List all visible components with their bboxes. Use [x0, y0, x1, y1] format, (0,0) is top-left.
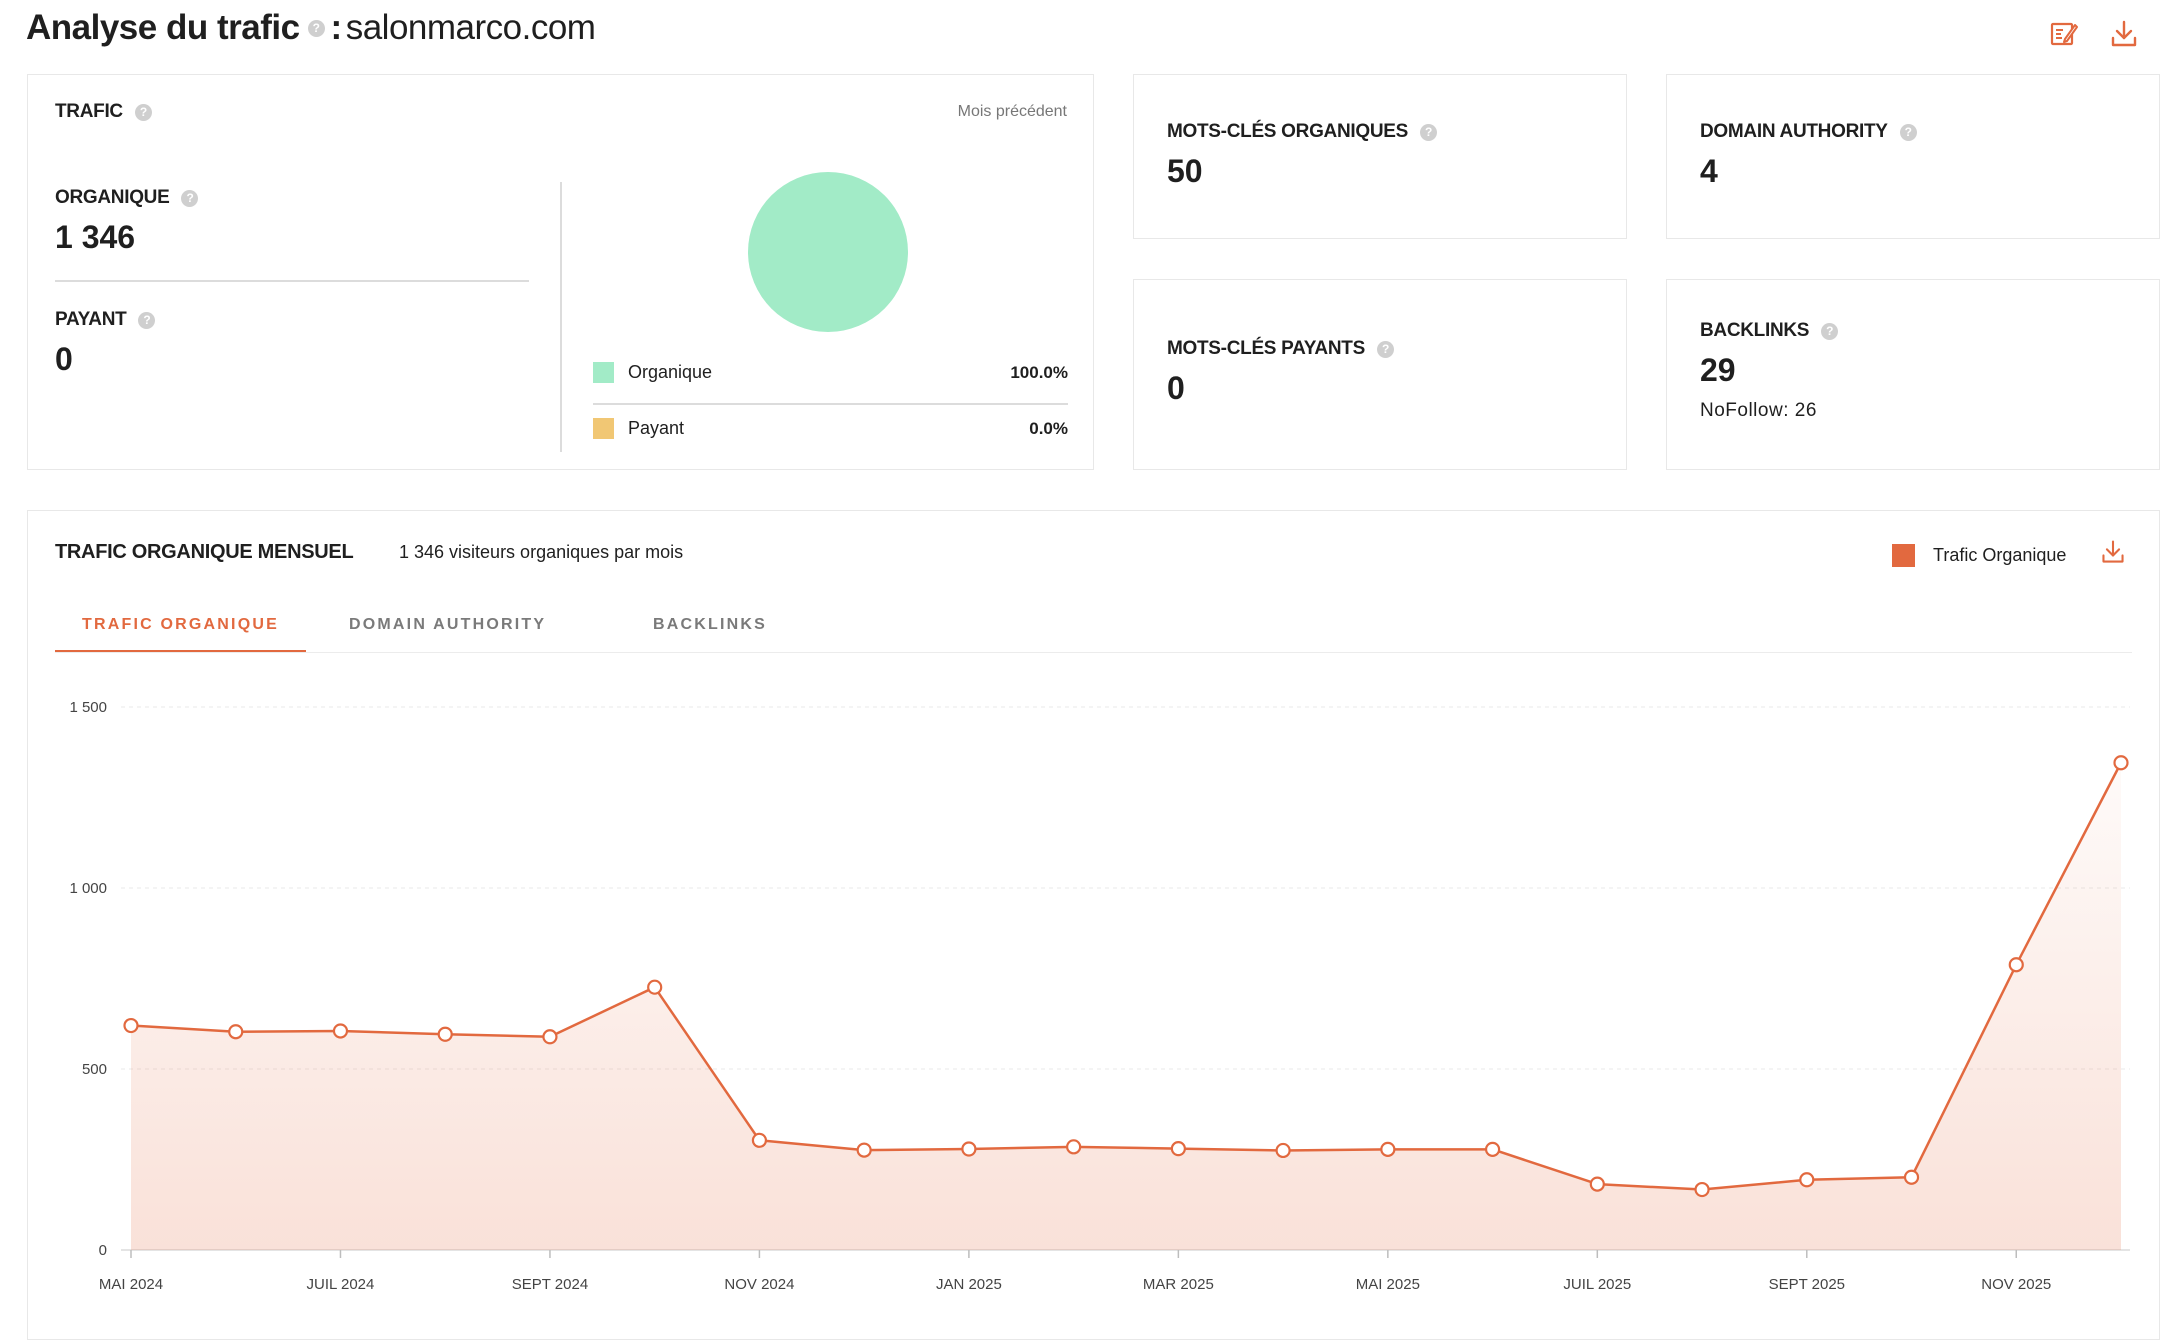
data-point: [228, 1024, 244, 1040]
page-title: Analyse du trafic ? : salonmarco.com: [26, 8, 596, 48]
backlinks-card: BACKLINKS? 29 NoFollow: 26: [1666, 279, 2160, 470]
y-tick-label: 1 500: [69, 699, 107, 716]
x-tick-label: MAI 2024: [99, 1276, 163, 1293]
download-icon: [2111, 20, 2137, 47]
tab-backlinks[interactable]: BACKLINKS: [653, 616, 768, 633]
monthly-traffic-subtitle: 1 346 visiteurs organiques par mois: [399, 542, 684, 562]
data-point: [437, 1026, 453, 1042]
download-icon: [2102, 540, 2124, 563]
data-point: [1275, 1142, 1291, 1159]
monthly-traffic-title: TRAFIC ORGANIQUE MENSUEL: [55, 541, 354, 563]
domain-authority-card: DOMAIN AUTHORITY? 4: [1666, 74, 2160, 239]
legend-divider: [593, 403, 1068, 405]
edit-report-button[interactable]: [2046, 16, 2082, 52]
data-point: [1589, 1176, 1605, 1192]
data-point: [647, 979, 663, 995]
legend-paid: Payant 0.0%: [593, 418, 1068, 439]
help-icon[interactable]: ?: [1899, 123, 1917, 141]
data-point: [123, 1017, 139, 1034]
traffic-pie-chart: [748, 172, 908, 332]
legend-organic-pct: 100.0%: [1010, 362, 1068, 382]
backlinks-value: 29: [1700, 352, 1736, 388]
data-point: [332, 1023, 349, 1039]
data-point: [1903, 1169, 1920, 1185]
organic-keywords-value: 50: [1167, 153, 1203, 189]
domain-name: salonmarco.com: [345, 8, 596, 47]
data-point: [1066, 1139, 1082, 1155]
page-title-text: Analyse du trafic: [26, 8, 300, 47]
pie-slice-organique: [748, 172, 908, 332]
paid-swatch: [593, 418, 614, 439]
paid-label: PAYANT?: [55, 309, 156, 331]
nofollow-count: NoFollow: 26: [1700, 400, 1817, 421]
legend-organic-name: Organique: [628, 362, 713, 382]
help-icon[interactable]: ?: [138, 311, 156, 329]
chart-legend-label: Trafic Organique: [1933, 545, 2067, 565]
help-icon[interactable]: ?: [307, 19, 325, 37]
tab-organic-traffic[interactable]: TRAFIC ORGANIQUE: [55, 616, 306, 652]
data-point: [542, 1029, 558, 1045]
download-button[interactable]: [2106, 16, 2142, 52]
traffic-card: TRAFIC? Mois précédent ORGANIQUE? 1 346 …: [27, 74, 1094, 470]
help-icon[interactable]: ?: [1376, 340, 1394, 358]
organic-swatch: [593, 362, 614, 383]
data-point: [1170, 1141, 1186, 1157]
legend-paid-name: Payant: [628, 418, 685, 438]
x-tick-label: NOV 2025: [1981, 1276, 2051, 1293]
help-icon[interactable]: ?: [1420, 123, 1438, 141]
data-point: [2008, 957, 2024, 973]
domain-authority-value: 4: [1700, 153, 1718, 189]
data-point: [856, 1142, 872, 1158]
x-tick-label: MAI 2025: [1356, 1276, 1420, 1293]
organic-value: 1 346: [55, 219, 136, 255]
organic-keywords-label: MOTS-CLÉS ORGANIQUES?: [1167, 121, 1438, 143]
divider: [55, 280, 529, 282]
x-tick-label: MAR 2025: [1143, 1276, 1214, 1293]
data-point: [1694, 1181, 1710, 1198]
series-line-trafic-organique: [130, 762, 2123, 1191]
x-tick-label: JAN 2025: [936, 1276, 1002, 1293]
chart-legend: Trafic Organique: [1892, 544, 2066, 567]
organic-label: ORGANIQUE?: [55, 187, 199, 209]
data-point: [1799, 1172, 1815, 1188]
tab-domain-authority[interactable]: DOMAIN AUTHORITY: [349, 616, 547, 633]
data-point: [1484, 1141, 1501, 1157]
data-point: [1380, 1141, 1396, 1157]
paid-value: 0: [55, 341, 73, 377]
organic-keywords-card: MOTS-CLÉS ORGANIQUES? 50: [1133, 74, 1627, 239]
x-tick-label: JUIL 2025: [1563, 1276, 1631, 1293]
help-icon[interactable]: ?: [1821, 322, 1839, 340]
traffic-label: TRAFIC?: [55, 101, 152, 123]
title-separator: :: [330, 8, 343, 47]
domain-authority-label: DOMAIN AUTHORITY?: [1700, 121, 1917, 143]
y-tick-label: 1 000: [69, 880, 107, 897]
chart-download-button[interactable]: [2100, 539, 2126, 570]
paid-keywords-card: MOTS-CLÉS PAYANTS? 0: [1133, 279, 1627, 470]
help-icon[interactable]: ?: [181, 189, 199, 207]
y-tick-label: 500: [82, 1061, 107, 1078]
backlinks-label: BACKLINKS?: [1700, 320, 1839, 342]
period-label: Mois précédent: [957, 103, 1067, 120]
y-tick-label: 0: [99, 1242, 107, 1259]
tab-bar: TRAFIC ORGANIQUE DOMAIN AUTHORITY BACKLI…: [55, 616, 2132, 653]
paid-keywords-label: MOTS-CLÉS PAYANTS?: [1167, 338, 1394, 360]
top-actions: [2046, 16, 2142, 52]
legend-paid-pct: 0.0%: [1029, 418, 1068, 438]
series-area: [131, 762, 2121, 1250]
data-point: [961, 1141, 977, 1157]
x-tick-label: JUIL 2024: [307, 1276, 375, 1293]
edit-report-icon: [2050, 22, 2078, 46]
data-point: [2113, 755, 2129, 771]
help-icon[interactable]: ?: [134, 103, 152, 121]
vertical-divider: [560, 182, 562, 452]
paid-keywords-value: 0: [1167, 370, 1185, 406]
legend-organic: Organique 100.0%: [593, 362, 1068, 383]
x-tick-label: SEPT 2025: [1769, 1276, 1845, 1293]
x-tick-label: NOV 2024: [724, 1276, 794, 1293]
chart-legend-swatch: [1892, 544, 1915, 567]
x-tick-label: SEPT 2024: [512, 1276, 588, 1293]
data-point: [751, 1132, 768, 1148]
